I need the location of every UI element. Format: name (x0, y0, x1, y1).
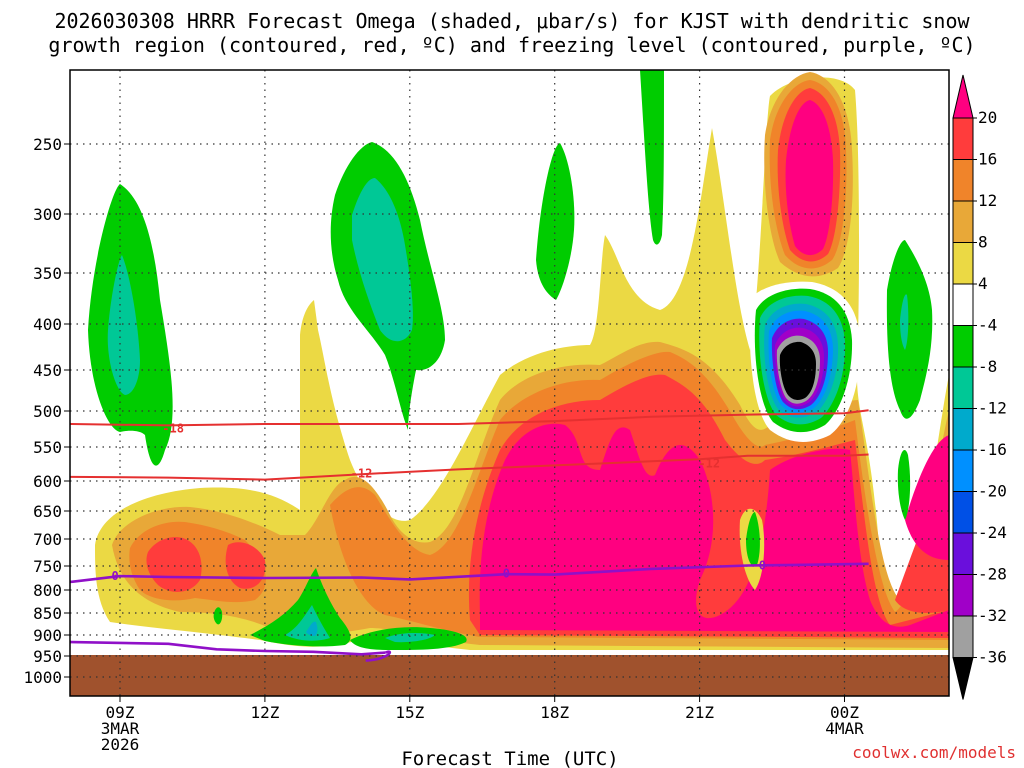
omega-red-peak-region (639, 377, 670, 418)
y-tick-label-700: 700 (33, 530, 62, 549)
omega-green-dot-11z (213, 607, 223, 625)
contour-label-0: -18 (162, 421, 184, 435)
x-tick-label-6-0: 12Z (250, 703, 279, 722)
colorbar-label-12: -32 (978, 606, 1007, 625)
omega-green-sliver-01z-lower (897, 450, 911, 520)
omega-green-sliver-18z (536, 143, 575, 300)
isoline-dgz-top--18C (70, 409, 869, 427)
colorbar-label-7: -12 (978, 399, 1007, 418)
plot-area: -18 -12 -12 0 0 0 (70, 70, 949, 696)
x-tick-label-3-1: 3MAR (101, 719, 140, 738)
omega-blue-lowlevel-13z (306, 621, 318, 636)
colorbar-top-arrow (952, 74, 974, 119)
y-tick-label-1000: 1000 (23, 668, 62, 687)
x-tick-label-18-0: 00Z (830, 703, 859, 722)
colorbar-box-12 (952, 615, 974, 658)
x-tick-label-12-0: 18Z (540, 703, 569, 722)
rising-motion-shading (95, 72, 949, 651)
y-tick-label-500: 500 (33, 402, 62, 421)
y-tick-label-250: 250 (33, 135, 62, 154)
isoline-freezing-level-0C (70, 562, 869, 584)
y-tick-label-950: 950 (33, 647, 62, 666)
x-tick-label-18-1: 4MAR (825, 719, 864, 738)
source-credit: coolwx.com/models (852, 743, 1016, 762)
colorbar-box-9 (952, 491, 974, 534)
omega-magenta-20-region (479, 423, 949, 632)
x-tick-label-3-2: 2026 (101, 735, 140, 754)
contour-label-1: -12 (351, 467, 373, 481)
omega-cyan-blob-09z (107, 255, 140, 395)
colorbar-label-9: -20 (978, 482, 1007, 501)
y-tick-label-750: 750 (33, 557, 62, 576)
y-axis-ticks: 250 300 350 400 450 500 550 600 650 700 750 800 850 9… (23, 135, 70, 687)
colorbar: 20 16 12 8 4 -4 -8 -12 -16 -20 -24 -28 -32 -36 (952, 74, 1007, 700)
colorbar-label-0: 20 (978, 108, 997, 127)
plot-frame (69, 69, 950, 697)
colorbar-box-1 (952, 159, 974, 202)
x-tick-label-3-0: 09Z (106, 703, 135, 722)
isolines (70, 409, 869, 662)
colorbar-box-4 (952, 283, 974, 326)
colorbar-box-0 (952, 117, 974, 160)
colorbar-box-8 (952, 449, 974, 492)
omega-cyan-sliver-01z (900, 294, 909, 350)
omega-cyan-blob-12z (352, 178, 413, 342)
colorbar-box-6 (952, 366, 974, 409)
contour-label-5: 0 (759, 558, 766, 572)
y-tick-label-300: 300 (33, 205, 62, 224)
colorbar-bottom-arrow (952, 657, 974, 700)
y-tick-label-800: 800 (33, 581, 62, 600)
colorbar-box-7 (952, 408, 974, 451)
colorbar-label-13: -36 (978, 648, 1007, 667)
ground-below-surface (70, 655, 949, 696)
x-axis-label: Forecast Time (UTC) (401, 748, 618, 768)
y-tick-label-450: 450 (33, 361, 62, 380)
contour-label-3: 0 (112, 569, 119, 583)
colorbar-label-2: 12 (978, 191, 997, 210)
contour-label-4: 0 (503, 567, 510, 581)
chart-title-line2: growth region (contoured, red, ºC) and f… (48, 33, 975, 57)
omega-cyan-lowlevel-15z (385, 633, 435, 643)
colorbar-box-10 (952, 532, 974, 575)
isoline-freezing-level-lower-0C (70, 640, 386, 656)
colorbar-label-4: 4 (978, 274, 988, 293)
colorbar-label-5: -4 (978, 316, 997, 335)
contour-label-2: -12 (698, 456, 720, 470)
omega-cyan-lowlevel-13z (285, 605, 330, 641)
x-tick-label-15-0: 21Z (685, 703, 714, 722)
y-tick-label-900: 900 (33, 626, 62, 645)
omega-green-sliver-01z (886, 240, 933, 419)
colorbar-label-10: -24 (978, 523, 1007, 542)
colorbar-label-11: -28 (978, 565, 1007, 584)
y-tick-label-550: 550 (33, 438, 62, 457)
colorbar-label-8: -16 (978, 440, 1007, 459)
colorbar-label-6: -8 (978, 357, 997, 376)
colorbar-box-5 (952, 325, 974, 368)
y-tick-label-650: 650 (33, 502, 62, 521)
x-tick-label-9-0: 15Z (395, 703, 424, 722)
colorbar-label-3: 8 (978, 233, 988, 252)
colorbar-label-1: 16 (978, 150, 997, 169)
sinking-motion-shading (88, 70, 933, 650)
grid-lines (70, 70, 949, 696)
colorbar-box-11 (952, 574, 974, 617)
isoline-freezing-lower-hook (365, 650, 391, 662)
colorbar-box-3 (952, 242, 974, 285)
omega-upper-tower-magenta (785, 100, 834, 256)
y-tick-label-400: 400 (33, 315, 62, 334)
chart-title-line1: 2026030308 HRRR Forecast Omega (shaded, … (54, 9, 970, 33)
omega-green-lowlevel-13z (250, 568, 351, 647)
y-tick-label-850: 850 (33, 604, 62, 623)
isoline-dgz-bottom--12C (70, 453, 869, 481)
omega-green-sliver-20z (640, 70, 664, 245)
y-tick-label-600: 600 (33, 472, 62, 491)
omega-sinking-core-black (779, 341, 816, 400)
y-tick-label-350: 350 (33, 264, 62, 283)
contour-labels: -18 -12 -12 0 0 0 (112, 421, 766, 583)
colorbar-box-2 (952, 200, 974, 243)
